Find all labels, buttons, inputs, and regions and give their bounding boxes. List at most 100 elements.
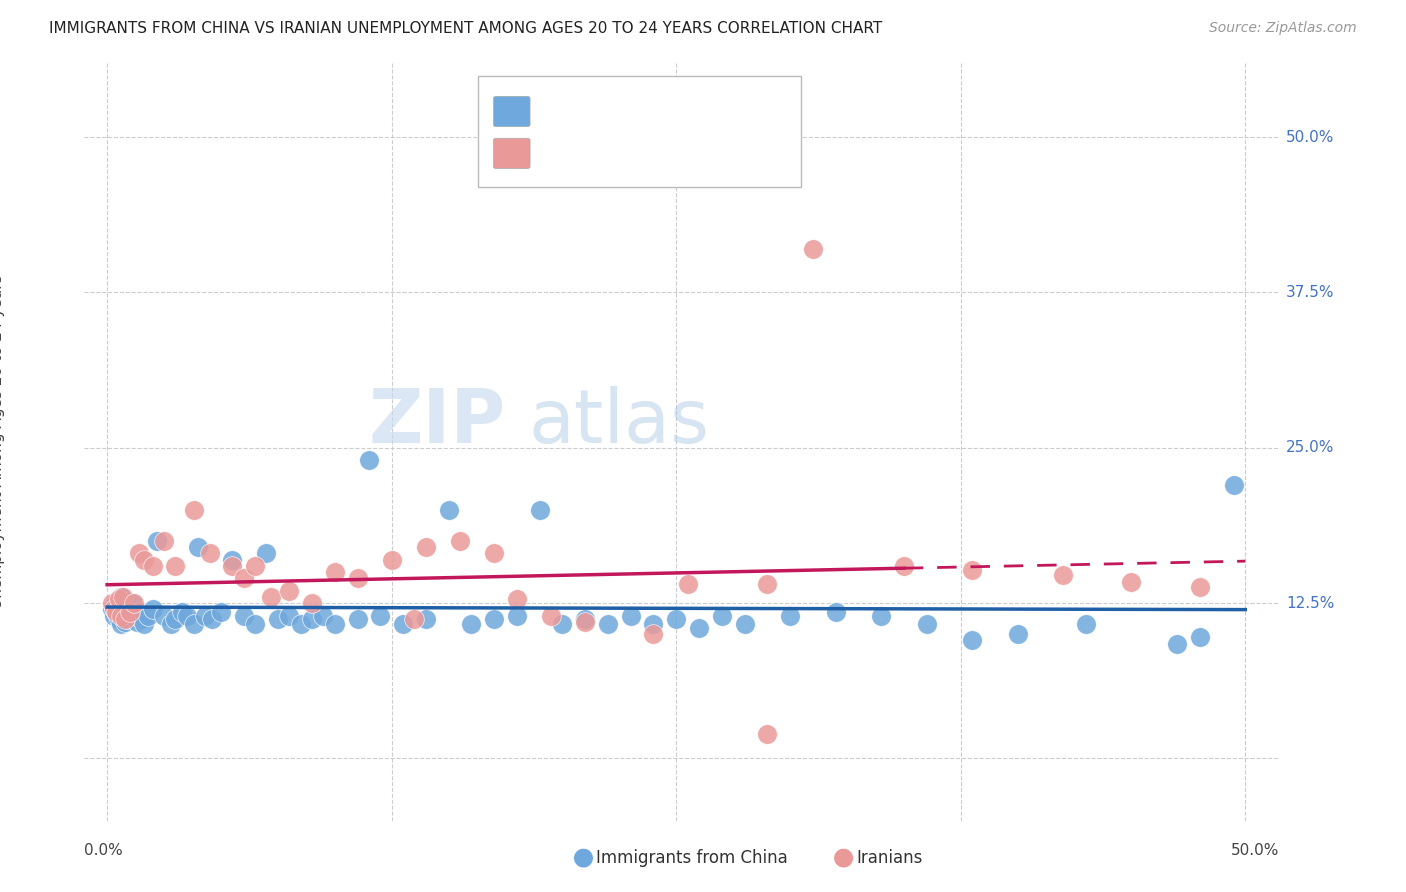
Point	[118, 602, 141, 616]
Text: 0.038: 0.038	[562, 103, 610, 120]
Point	[346, 612, 368, 626]
Point	[460, 617, 482, 632]
Point	[267, 612, 290, 626]
Point	[124, 608, 146, 623]
Text: 50.0%: 50.0%	[1286, 129, 1334, 145]
Point	[112, 608, 135, 623]
Point	[1052, 567, 1074, 582]
Text: 0.130: 0.130	[562, 145, 610, 162]
Point	[312, 608, 335, 623]
Point	[676, 577, 699, 591]
Point	[381, 552, 404, 566]
Point	[105, 605, 128, 619]
Point	[1166, 637, 1188, 651]
Point	[172, 605, 194, 619]
Point	[187, 540, 209, 554]
Point	[915, 617, 938, 632]
Point	[278, 608, 301, 623]
Point	[183, 617, 205, 632]
Point	[756, 577, 779, 591]
Point	[449, 533, 471, 548]
Point	[221, 558, 243, 573]
Point	[437, 503, 460, 517]
Point	[1223, 478, 1246, 492]
Point	[482, 612, 505, 626]
Point	[105, 605, 128, 619]
Point	[278, 583, 301, 598]
Point	[256, 546, 278, 560]
Point	[643, 617, 665, 632]
Point	[243, 558, 266, 573]
Text: R =: R =	[536, 145, 572, 162]
Point	[153, 533, 176, 548]
Point	[103, 602, 125, 616]
Point	[124, 596, 146, 610]
Point	[1074, 617, 1097, 632]
Point	[620, 608, 643, 623]
Point	[243, 617, 266, 632]
Point	[893, 558, 915, 573]
Point	[232, 571, 254, 585]
Point	[153, 608, 176, 623]
Point	[110, 617, 132, 632]
Point	[107, 599, 129, 614]
Point	[117, 612, 139, 626]
Point	[368, 608, 391, 623]
Point	[201, 612, 224, 626]
Point	[146, 533, 169, 548]
Point	[100, 596, 122, 610]
Point	[1007, 627, 1029, 641]
Point	[870, 608, 893, 623]
Point	[301, 612, 323, 626]
Point	[392, 617, 415, 632]
Point	[232, 608, 254, 623]
Point	[176, 608, 198, 623]
Point	[114, 615, 136, 629]
Point	[643, 627, 665, 641]
Point	[960, 563, 983, 577]
Point	[529, 503, 551, 517]
Text: atlas: atlas	[529, 386, 709, 459]
Point	[221, 552, 243, 566]
Point	[132, 617, 155, 632]
Point	[114, 612, 136, 626]
Point	[540, 608, 562, 623]
Text: Source: ZipAtlas.com: Source: ZipAtlas.com	[1209, 21, 1357, 35]
Point	[165, 612, 187, 626]
Point	[824, 605, 846, 619]
Point	[506, 608, 529, 623]
Text: 71: 71	[641, 103, 662, 120]
Point	[165, 558, 187, 573]
Point	[142, 602, 165, 616]
Point	[198, 546, 221, 560]
Point	[665, 612, 688, 626]
Text: 50.0%: 50.0%	[1232, 843, 1279, 858]
Point	[105, 596, 128, 610]
Point	[323, 565, 346, 579]
Point	[132, 552, 155, 566]
Point	[125, 615, 148, 629]
Text: 25.0%: 25.0%	[1286, 441, 1334, 455]
Text: N =: N =	[614, 103, 651, 120]
Point	[128, 546, 150, 560]
Point	[734, 617, 756, 632]
Point	[260, 590, 283, 604]
Point	[1188, 630, 1211, 644]
Point	[290, 617, 312, 632]
Point	[121, 596, 143, 610]
Point	[756, 726, 779, 740]
Point	[482, 546, 505, 560]
Point	[551, 617, 574, 632]
Text: Immigrants from China: Immigrants from China	[596, 849, 787, 867]
Point	[801, 242, 824, 256]
Point	[112, 590, 135, 604]
Point	[160, 617, 183, 632]
Text: 0.0%: 0.0%	[84, 843, 124, 858]
Text: 37.5%: 37.5%	[1286, 285, 1334, 300]
Point	[415, 540, 437, 554]
Point	[129, 612, 152, 626]
Point	[301, 596, 323, 610]
Text: Unemployment Among Ages 20 to 24 years: Unemployment Among Ages 20 to 24 years	[0, 274, 6, 609]
Text: R =: R =	[536, 103, 572, 120]
Point	[110, 590, 132, 604]
